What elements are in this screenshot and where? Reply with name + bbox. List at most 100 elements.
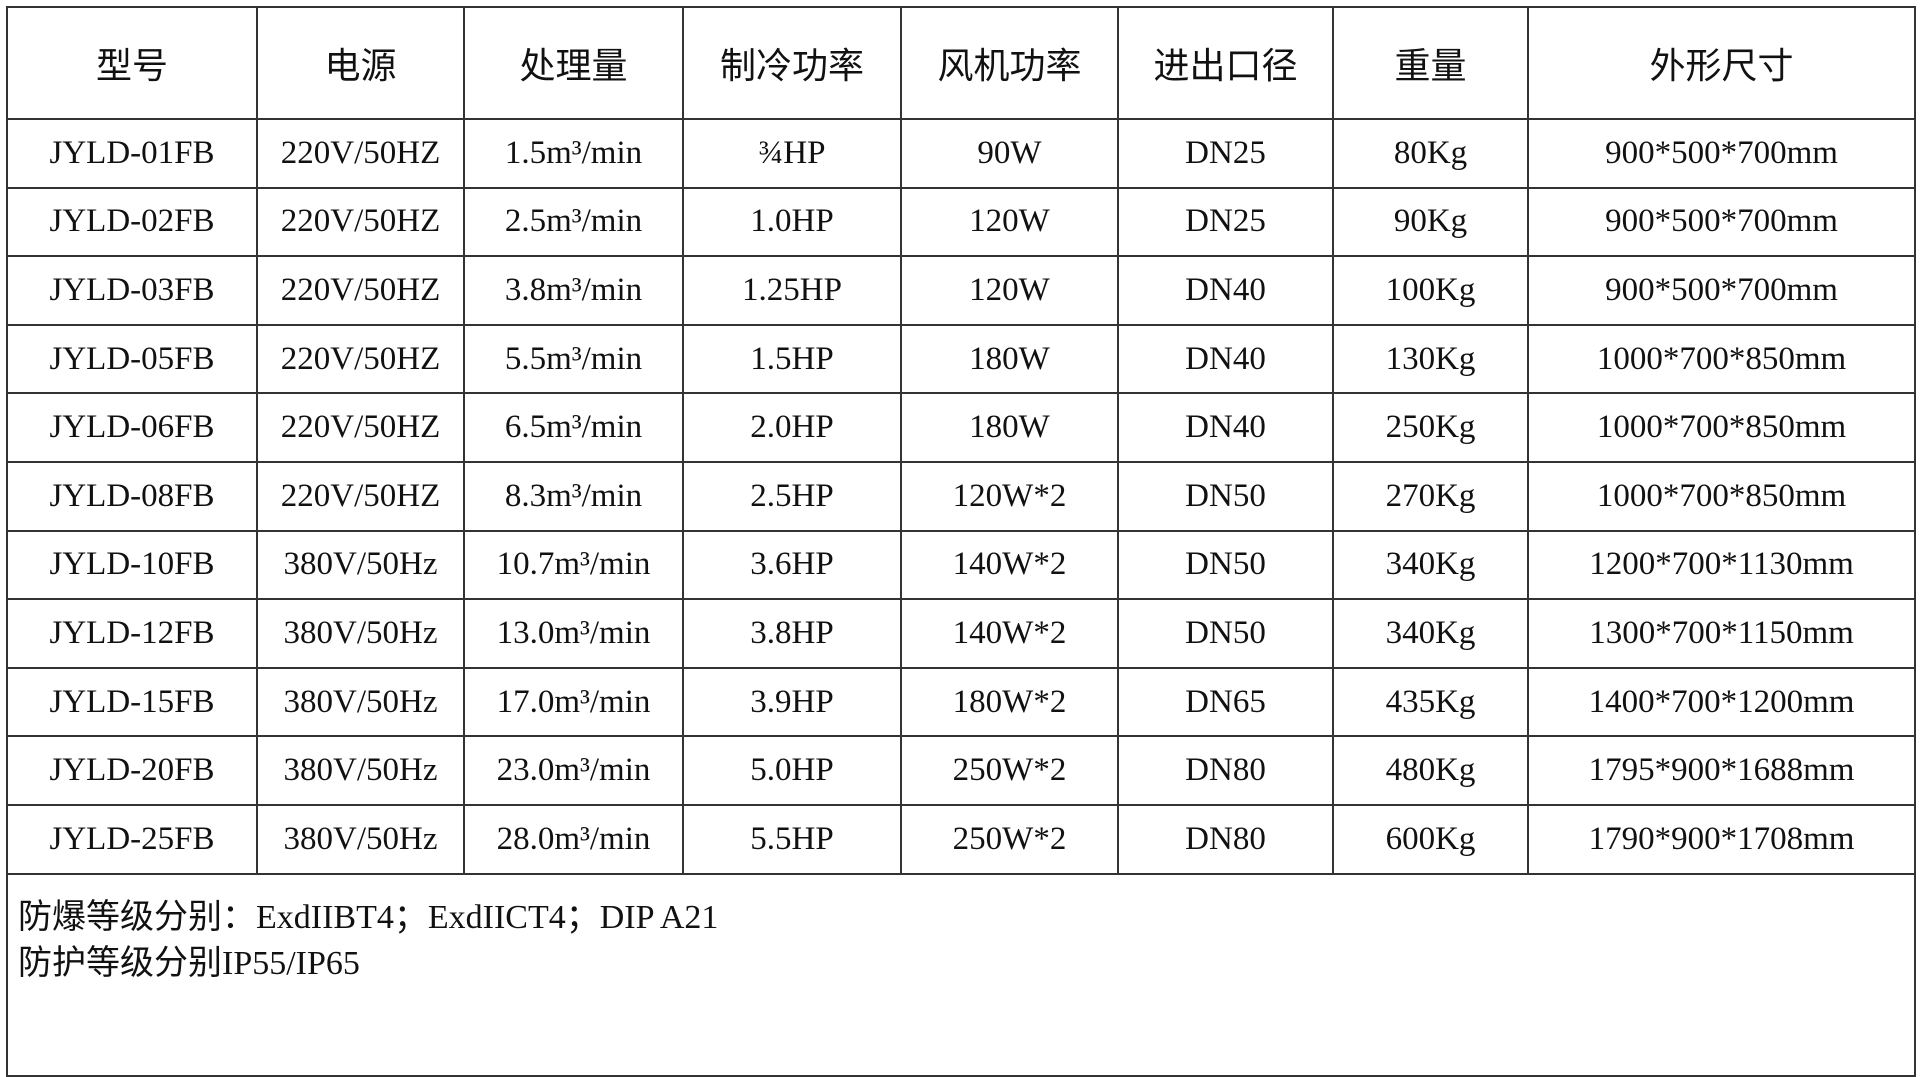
table-cell: 1300*700*1150mm: [1527, 598, 1916, 669]
table-cell: 250W*2: [900, 803, 1119, 875]
table-cell: 220V/50HZ: [256, 323, 465, 395]
table-cell: JYLD-05FB: [6, 323, 258, 395]
table-cell: 2.5HP: [682, 460, 902, 532]
table-cell: DN40: [1117, 255, 1334, 326]
table-cell: 90W: [900, 118, 1119, 189]
table-cell: 1000*700*850mm: [1527, 392, 1916, 463]
header-row: 型号 电源 处理量 制冷功率 风机功率 进出口径 重量 外形尺寸: [6, 6, 1916, 120]
notes-cell: 防爆等级分别：ExdIIBT4；ExdIICT4；DIP A21 防护等级分别I…: [6, 872, 1916, 1077]
table-cell: DN80: [1117, 803, 1334, 875]
table-row: JYLD-05FB 220V/50HZ 5.5m³/min 1.5HP 180W DN40…: [6, 323, 1916, 395]
table-cell: 220V/50HZ: [256, 255, 465, 326]
table-cell: 340Kg: [1332, 598, 1529, 669]
table-cell: JYLD-06FB: [6, 392, 258, 463]
table-cell: 120W: [900, 186, 1119, 258]
table-cell: 130Kg: [1332, 323, 1529, 395]
table-row: JYLD-10FB 380V/50Hz 10.7m³/min 3.6HP 140W*2 D…: [6, 529, 1916, 601]
table-cell: 5.0HP: [682, 735, 902, 806]
spec-table: 型号 电源 处理量 制冷功率 风机功率 进出口径 重量 外形尺寸 JYLD-01FB 220V/…: [6, 6, 1916, 1077]
explosion-proof-note: 防爆等级分别：ExdIIBT4；ExdIICT4；DIP A21: [18, 898, 719, 936]
table-cell: 180W*2: [900, 666, 1119, 738]
column-header: 外形尺寸: [1527, 6, 1916, 120]
table-cell: DN25: [1117, 186, 1334, 258]
table-cell: DN40: [1117, 323, 1334, 395]
table-cell: 220V/50HZ: [256, 460, 465, 532]
table-cell: 17.0m³/min: [463, 666, 684, 738]
table-row: JYLD-02FB 220V/50HZ 2.5m³/min 1.0HP 120W DN25…: [6, 186, 1916, 258]
table-cell: 80Kg: [1332, 118, 1529, 189]
table-cell: 5.5HP: [682, 803, 902, 875]
column-header: 处理量: [463, 6, 684, 120]
table-cell: 90Kg: [1332, 186, 1529, 258]
table-cell: 100Kg: [1332, 255, 1529, 326]
table-cell: 180W: [900, 323, 1119, 395]
column-header: 重量: [1332, 6, 1529, 120]
table-cell: 380V/50Hz: [256, 529, 465, 601]
column-header: 型号: [6, 6, 258, 120]
table-cell: 380V/50Hz: [256, 666, 465, 738]
table-cell: 480Kg: [1332, 735, 1529, 806]
table-row: JYLD-03FB 220V/50HZ 3.8m³/min 1.25HP 120W DN4…: [6, 255, 1916, 326]
table-cell: 900*500*700mm: [1527, 255, 1916, 326]
table-cell: 1795*900*1688mm: [1527, 735, 1916, 806]
table-cell: DN25: [1117, 118, 1334, 189]
table-cell: JYLD-15FB: [6, 666, 258, 738]
table-cell: JYLD-03FB: [6, 255, 258, 326]
table-cell: 1.0HP: [682, 186, 902, 258]
table-cell: 1.25HP: [682, 255, 902, 326]
table-row: JYLD-06FB 220V/50HZ 6.5m³/min 2.0HP 180W DN40…: [6, 392, 1916, 463]
table-cell: 3.9HP: [682, 666, 902, 738]
table-cell: 340Kg: [1332, 529, 1529, 601]
table-cell: JYLD-01FB: [6, 118, 258, 189]
table-cell: 1.5HP: [682, 323, 902, 395]
table-cell: 180W: [900, 392, 1119, 463]
table-row: JYLD-15FB 380V/50Hz 17.0m³/min 3.9HP 180W*2 D…: [6, 666, 1916, 738]
table-cell: JYLD-10FB: [6, 529, 258, 601]
table-cell: 1790*900*1708mm: [1527, 803, 1916, 875]
table-cell: JYLD-20FB: [6, 735, 258, 806]
table-cell: JYLD-12FB: [6, 598, 258, 669]
table-cell: DN80: [1117, 735, 1334, 806]
table-cell: 220V/50HZ: [256, 118, 465, 189]
table-cell: 2.5m³/min: [463, 186, 684, 258]
table-cell: JYLD-25FB: [6, 803, 258, 875]
table-cell: ¾HP: [682, 118, 902, 189]
table-cell: 10.7m³/min: [463, 529, 684, 601]
table-cell: 900*500*700mm: [1527, 186, 1916, 258]
table-cell: 3.8HP: [682, 598, 902, 669]
protection-note: 防护等级分别IP55/IP65: [18, 944, 360, 982]
table-cell: 28.0m³/min: [463, 803, 684, 875]
table-cell: 1000*700*850mm: [1527, 460, 1916, 532]
table-cell: 3.8m³/min: [463, 255, 684, 326]
column-header: 风机功率: [900, 6, 1119, 120]
table-cell: 5.5m³/min: [463, 323, 684, 395]
table-cell: 13.0m³/min: [463, 598, 684, 669]
table-cell: 1400*700*1200mm: [1527, 666, 1916, 738]
notes-row: 防爆等级分别：ExdIIBT4；ExdIICT4；DIP A21 防护等级分别I…: [6, 872, 1916, 1077]
table-cell: 270Kg: [1332, 460, 1529, 532]
table-cell: JYLD-08FB: [6, 460, 258, 532]
column-header: 制冷功率: [682, 6, 902, 120]
table-cell: 2.0HP: [682, 392, 902, 463]
table-cell: 380V/50Hz: [256, 598, 465, 669]
table-cell: 120W: [900, 255, 1119, 326]
table-cell: 600Kg: [1332, 803, 1529, 875]
table-cell: 380V/50Hz: [256, 803, 465, 875]
table-cell: 6.5m³/min: [463, 392, 684, 463]
column-header: 进出口径: [1117, 6, 1334, 120]
table-cell: 140W*2: [900, 529, 1119, 601]
table-cell: 140W*2: [900, 598, 1119, 669]
table-cell: 220V/50HZ: [256, 186, 465, 258]
table-row: JYLD-25FB 380V/50Hz 28.0m³/min 5.5HP 250W*2 D…: [6, 803, 1916, 875]
table-cell: 3.6HP: [682, 529, 902, 601]
table-cell: 900*500*700mm: [1527, 118, 1916, 189]
table-row: JYLD-01FB 220V/50HZ 1.5m³/min ¾HP 90W DN25 80K…: [6, 118, 1916, 189]
table-cell: DN65: [1117, 666, 1334, 738]
column-header: 电源: [256, 6, 465, 120]
table-cell: 435Kg: [1332, 666, 1529, 738]
table-cell: 8.3m³/min: [463, 460, 684, 532]
table-cell: DN50: [1117, 460, 1334, 532]
table-cell: 250W*2: [900, 735, 1119, 806]
table-row: JYLD-08FB 220V/50HZ 8.3m³/min 2.5HP 120W*2 DN…: [6, 460, 1916, 532]
table-cell: DN50: [1117, 598, 1334, 669]
